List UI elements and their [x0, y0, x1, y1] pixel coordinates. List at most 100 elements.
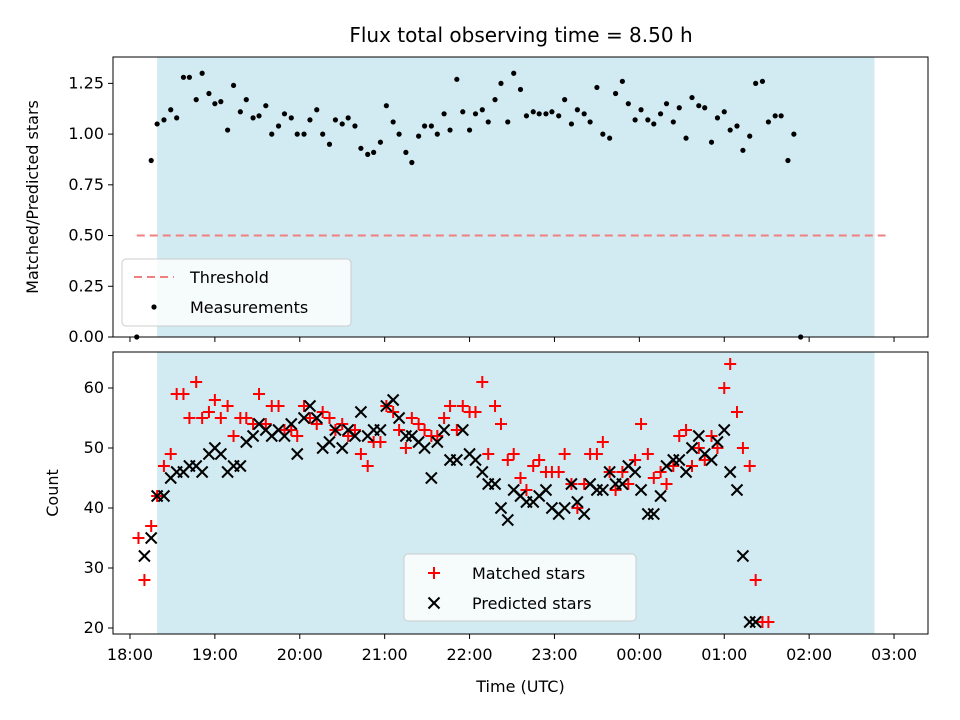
measurement-point [377, 139, 384, 145]
measurement-point [587, 119, 593, 125]
x-b [736, 549, 750, 563]
x-b [329, 423, 342, 437]
measurement-point [358, 145, 364, 151]
matched-star-point [667, 460, 680, 472]
x-b [571, 495, 584, 509]
measurement-point [390, 119, 396, 125]
measurement-point [785, 157, 791, 164]
measurement-point [696, 103, 702, 109]
y-tick-label: 1.25 [68, 73, 104, 92]
measurement-point [212, 101, 218, 107]
measurement-point [180, 74, 187, 80]
measurement-point [574, 107, 580, 113]
measurement-point [702, 105, 708, 111]
x-b [628, 465, 642, 479]
x-b [425, 471, 438, 485]
matched-star-point [412, 418, 425, 430]
measurement-point [511, 70, 517, 76]
matched-star-point [259, 418, 272, 430]
matched-star-point [208, 394, 221, 406]
predicted-star-point [386, 393, 400, 407]
measurement-point [345, 115, 351, 121]
matched-star-point [711, 442, 724, 454]
x-tick-label: 03:00 [871, 645, 917, 664]
measurement-point [243, 97, 249, 103]
x-b [507, 483, 520, 497]
measurement-point [256, 113, 262, 119]
measurement-point [638, 107, 644, 113]
x-b [138, 549, 151, 563]
predicted-star-point [374, 423, 387, 437]
x-b [431, 435, 444, 449]
measurement-point [714, 115, 721, 121]
y-axis-label: Matched/Predicted stars [23, 100, 42, 294]
measurement-point [689, 94, 695, 101]
y-tick-label: 0.00 [68, 327, 104, 346]
measurement-point [314, 107, 320, 113]
matched-star-point [418, 424, 431, 436]
bottom-axes-frame [112, 351, 929, 635]
matched-star-point [609, 484, 622, 496]
matched-star-point [673, 430, 686, 442]
predicted-star-point [647, 507, 660, 521]
measurement-point [517, 86, 524, 93]
predicted-star-point [577, 507, 591, 521]
matched-star-point [132, 532, 145, 544]
matched-star-point [227, 430, 240, 442]
measurement-point [186, 74, 193, 80]
predicted-star-point [297, 411, 311, 425]
measurement-point [218, 99, 224, 105]
matched-star-point [336, 418, 349, 430]
matched-star-point [316, 406, 329, 418]
matched-star-point [507, 448, 520, 460]
matched-star-point [736, 442, 749, 454]
x-b [463, 447, 476, 461]
matched-star-point [629, 454, 642, 466]
predicted-star-point [596, 483, 610, 497]
matched-star-point [724, 358, 737, 370]
x-b [195, 465, 209, 479]
measurement-point [536, 111, 542, 117]
measurement-point [421, 123, 428, 129]
matched-star-point [253, 388, 266, 400]
x-b [749, 615, 762, 629]
predicted-star-point [501, 513, 514, 527]
measurement-point [683, 135, 689, 141]
x-tick-label: 00:00 [616, 645, 662, 664]
measurement-point [454, 76, 460, 82]
x-b [711, 435, 724, 449]
x-b [259, 423, 273, 437]
predicted-star-point [616, 477, 629, 491]
matched-star-point [393, 424, 406, 436]
y-tick-label: 20 [84, 618, 104, 637]
chart-title: Flux total observing time = 8.50 h [349, 23, 692, 47]
predicted-star-point [488, 477, 502, 491]
x-b [685, 441, 699, 455]
matched-star-point [145, 520, 158, 532]
measurement-point [466, 127, 473, 133]
y-tick-label: 60 [84, 378, 104, 397]
y-tick-label: 0.75 [68, 175, 104, 194]
matched-star-point [762, 616, 775, 628]
matched-star-point [501, 454, 514, 466]
x-b [405, 429, 419, 443]
measurement-point [294, 131, 300, 137]
matched-star-point [177, 388, 190, 400]
x-b [252, 417, 266, 431]
matched-star-point [680, 424, 693, 436]
matched-star-point [647, 472, 660, 484]
matched-star-point [387, 406, 400, 418]
x-b [673, 453, 686, 467]
measurement-point [543, 111, 549, 117]
x-b [214, 447, 228, 461]
y-tick-label: 40 [84, 498, 104, 517]
measurement-point [485, 119, 491, 125]
x-b [291, 447, 304, 461]
x-b [583, 477, 597, 491]
matched-star-point [654, 466, 667, 478]
measurement-point [371, 149, 377, 155]
x-b [303, 399, 317, 413]
legend-predicted-swatch [427, 596, 441, 610]
y-tick-label: 1.00 [68, 124, 104, 143]
matched-star-point [138, 574, 151, 586]
